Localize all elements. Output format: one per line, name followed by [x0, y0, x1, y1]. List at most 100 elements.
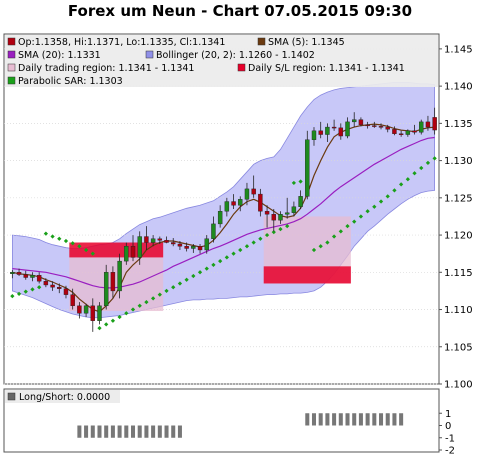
candle-body	[90, 305, 95, 321]
candle-body	[311, 130, 317, 140]
long-short-label-background	[5, 390, 120, 403]
sar-point	[358, 214, 364, 219]
candle	[311, 127, 317, 146]
legend: Op:1.1358, Hi:1.1371, Lo:1.1335, Cl:1.13…	[5, 35, 438, 87]
candle-body	[70, 294, 75, 307]
long-short-bar	[345, 413, 350, 426]
candle-body	[385, 126, 390, 130]
candle-body	[197, 246, 203, 251]
sar-point	[50, 234, 55, 239]
lower-y-tick-label: -1	[445, 433, 455, 444]
long-short-bar	[352, 413, 357, 426]
candle	[130, 235, 136, 262]
candle-body	[171, 242, 176, 245]
candle	[378, 123, 384, 130]
candle-body	[23, 274, 28, 278]
long-short-bar	[164, 425, 169, 438]
sar-point	[331, 234, 337, 239]
candle-body	[97, 305, 102, 321]
candle-body	[392, 129, 397, 134]
candle-body	[231, 201, 236, 206]
long-short-bar	[97, 425, 102, 438]
candle	[405, 129, 411, 137]
candle-body	[398, 133, 404, 135]
candle	[36, 272, 42, 284]
long-short-bar	[110, 425, 115, 438]
candle	[184, 242, 189, 252]
candle	[284, 197, 290, 219]
long-short-bar	[137, 425, 142, 438]
candle	[398, 130, 404, 137]
sar-point	[352, 219, 357, 224]
chart-title: Forex um Neun - Chart 07.05.2015 09:30	[67, 2, 413, 20]
candle	[338, 123, 344, 140]
candle-body	[144, 236, 149, 243]
sar-point	[264, 232, 270, 238]
long-short-swatch	[7, 392, 16, 401]
candle-body	[117, 260, 122, 292]
long-short-bar	[77, 425, 82, 438]
sar-point	[385, 194, 390, 199]
long-short-bar	[104, 425, 109, 438]
sar-point	[405, 177, 410, 182]
sar-point	[191, 273, 196, 279]
candle-body	[258, 193, 263, 212]
sar-point	[150, 296, 156, 301]
y-tick-label: 1.145	[444, 44, 473, 55]
legend-label: SMA (5): 1.1345	[268, 37, 345, 48]
candle-body	[16, 272, 22, 275]
sar-point	[325, 240, 330, 245]
sar-point	[372, 204, 377, 209]
candle	[124, 242, 129, 265]
long-short-bar	[392, 413, 397, 426]
sar-point	[291, 180, 297, 186]
candle-body	[345, 121, 350, 137]
sar-point	[137, 303, 142, 308]
candle-body	[191, 246, 196, 249]
candle	[137, 231, 142, 265]
long-short-bar	[325, 413, 330, 426]
legend-swatch	[7, 76, 16, 85]
candle	[10, 270, 15, 279]
candle	[298, 190, 303, 209]
sar-point	[77, 244, 82, 249]
candle-body	[305, 139, 310, 197]
candle-body	[164, 240, 169, 243]
candle-body	[124, 246, 129, 262]
candle-body	[150, 238, 156, 243]
candle	[103, 264, 109, 310]
candle	[244, 182, 250, 206]
candle	[77, 302, 82, 319]
candle	[258, 188, 263, 217]
candle	[164, 236, 169, 244]
y-tick-label: 1.105	[444, 342, 473, 353]
candle-body	[63, 288, 69, 295]
sar-point	[43, 231, 48, 236]
legend-swatch	[145, 50, 154, 59]
sar-point	[83, 247, 89, 253]
legend-swatch	[237, 63, 246, 72]
candle-body	[432, 117, 437, 131]
y-axis-ticks: 1.100 1.105 1.110 1.115 1.120 1.125 1.130 1.135…	[439, 44, 473, 391]
long-short-bar	[90, 425, 95, 438]
legend-swatch	[7, 50, 16, 59]
legend-background	[5, 35, 438, 87]
long-short-bar	[318, 413, 323, 426]
long-short-bar	[305, 413, 310, 426]
candle-body	[50, 284, 55, 288]
long-short-bar	[130, 425, 136, 438]
long-short-label: Long/Short: 0.0000	[19, 392, 110, 403]
candle	[238, 196, 243, 212]
legend-label: Parabolic SAR: 1.1303	[18, 76, 123, 87]
long-short-bar	[372, 413, 377, 426]
sar-point	[157, 292, 162, 297]
candle	[419, 119, 424, 135]
candle	[345, 117, 350, 139]
candle-body	[130, 246, 136, 258]
candle	[264, 205, 270, 228]
candle-body	[291, 206, 297, 213]
sar-point	[231, 251, 236, 256]
sar-point	[197, 270, 203, 275]
long-short-bar	[124, 425, 129, 438]
candle	[50, 281, 55, 291]
